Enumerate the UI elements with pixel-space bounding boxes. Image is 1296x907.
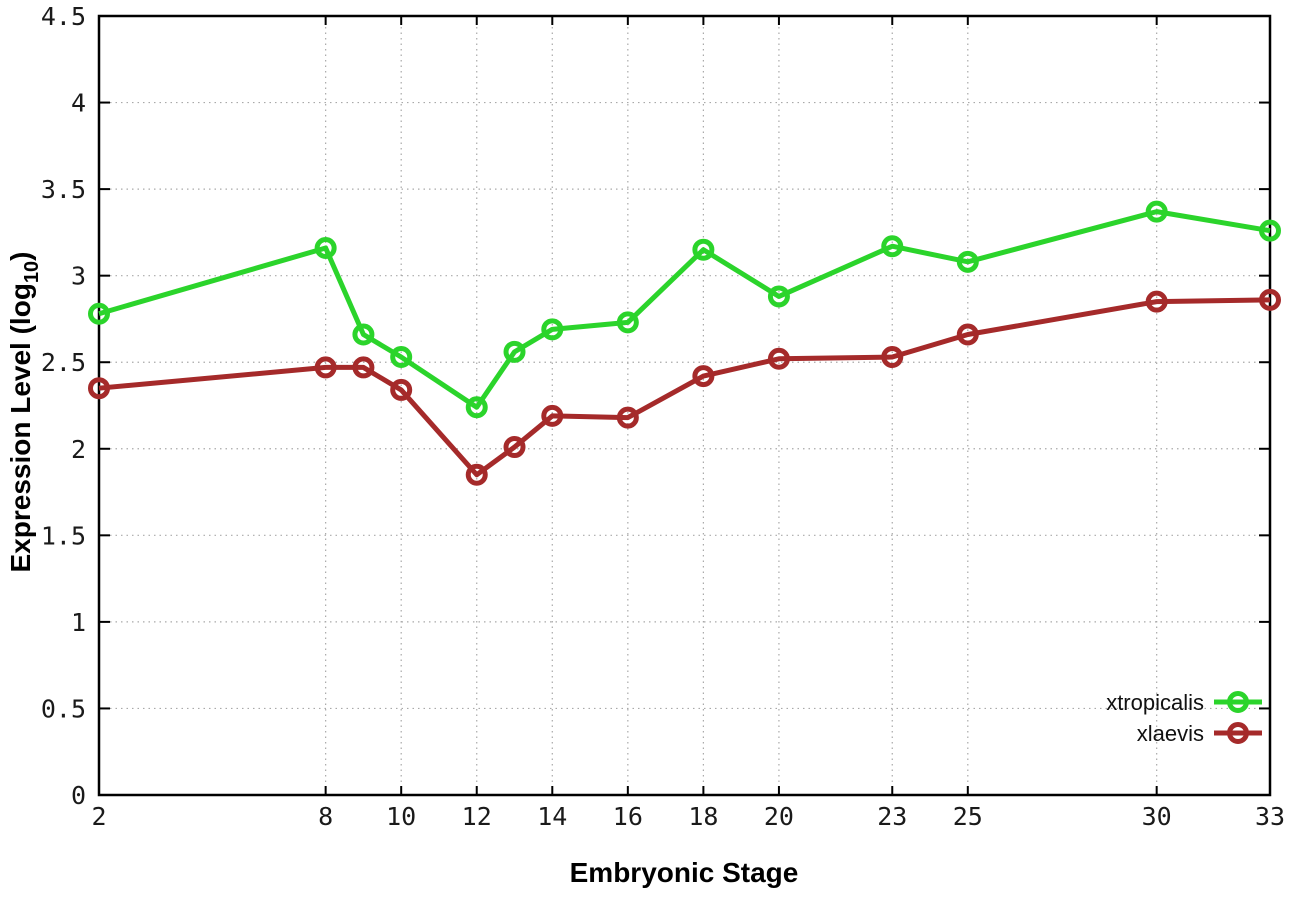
x-tick-label: 16 (613, 802, 643, 831)
x-tick-labels: 2 8 10 12 14 16 18 20 23 25 30 33 (91, 802, 1285, 831)
x-axis-title: Embryonic Stage (570, 857, 799, 888)
y-tick-label: 1.5 (41, 521, 86, 550)
x-tick-label: 20 (764, 802, 794, 831)
y-tick-label: 1 (71, 608, 86, 637)
data-point-marker (541, 404, 564, 427)
y-tick-label: 2 (71, 435, 86, 464)
data-point-marker (881, 235, 904, 258)
data-point-marker (541, 318, 564, 341)
legend-label: xlaevis (1137, 721, 1204, 746)
y-tick-label: 4.5 (41, 2, 86, 31)
series-group (88, 200, 1281, 486)
data-point-marker (767, 285, 790, 308)
legend-marker-sample (1227, 722, 1249, 744)
data-point-marker (956, 250, 979, 273)
x-tick-label: 23 (877, 802, 907, 831)
data-point-marker (465, 463, 488, 486)
legend-item-xtropicalis: xtropicalis (1106, 690, 1262, 715)
x-tick-label: 2 (91, 802, 106, 831)
data-point-marker (692, 365, 715, 388)
legend: xtropicalis xlaevis (1106, 690, 1262, 746)
y-tick-label: 3 (71, 262, 86, 291)
series-line (98, 297, 1271, 478)
x-tick-label: 33 (1255, 802, 1285, 831)
legend-label: xtropicalis (1106, 690, 1204, 715)
x-tick-label: 8 (318, 802, 333, 831)
data-point-marker (1259, 288, 1281, 311)
x-tick-label: 10 (386, 802, 416, 831)
data-point-marker (390, 346, 413, 369)
data-point-marker (1145, 200, 1168, 223)
data-point-marker (314, 236, 337, 259)
data-point-marker (88, 302, 110, 325)
y-tick-labels: 0 0.5 1 1.5 2 2.5 3 3.5 4 4.5 (41, 2, 86, 810)
data-point-marker (314, 356, 337, 379)
y-axis-title-main: Expression Level (log (5, 283, 36, 572)
y-tick-label: 0.5 (41, 694, 86, 723)
axis-ticks (98, 15, 1271, 796)
data-point-marker (1259, 219, 1281, 242)
legend-item-xlaevis: xlaevis (1137, 721, 1262, 746)
y-tick-label: 3.5 (41, 175, 86, 204)
data-point-marker (503, 436, 526, 459)
data-point-marker (881, 346, 904, 369)
y-tick-label: 2.5 (41, 348, 86, 377)
x-tick-label: 25 (953, 802, 983, 831)
data-point-marker (352, 323, 375, 346)
data-point-marker (956, 323, 979, 346)
x-tick-label: 18 (688, 802, 718, 831)
data-point-marker (503, 340, 526, 363)
y-tick-label: 0 (71, 781, 86, 810)
x-tick-label: 14 (537, 802, 567, 831)
data-point-marker (352, 356, 375, 379)
series-xtropicalis (88, 200, 1281, 419)
data-point-marker (88, 377, 110, 400)
data-point-marker (692, 238, 715, 261)
legend-marker-sample (1227, 691, 1249, 713)
y-axis-title-close: ) (5, 252, 36, 261)
y-axis-title-subscript: 10 (21, 261, 43, 283)
series-line (98, 209, 1271, 410)
data-point-marker (616, 406, 639, 429)
data-point-marker (767, 347, 790, 370)
data-point-marker (1145, 290, 1168, 313)
plot-border (97, 14, 1272, 797)
data-point-marker (465, 396, 488, 419)
data-point-marker (390, 378, 413, 401)
data-point-marker (616, 311, 639, 334)
x-tick-label: 12 (462, 802, 492, 831)
y-axis-title: Expression Level (log10) (5, 252, 43, 573)
y-tick-label: 4 (71, 89, 86, 118)
series-xlaevis (88, 288, 1281, 486)
x-tick-label: 30 (1142, 802, 1172, 831)
gridlines (98, 15, 1271, 795)
